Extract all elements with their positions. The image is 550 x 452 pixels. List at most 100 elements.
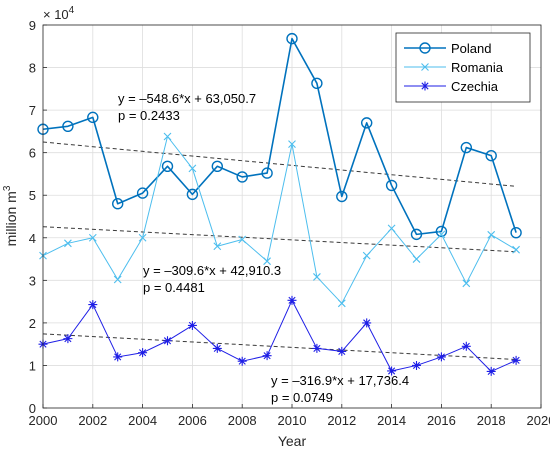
- data-point-romania: [512, 245, 520, 254]
- data-point-poland: [385, 179, 398, 192]
- data-point-poland: [485, 149, 497, 162]
- y-tick-label: 4: [29, 231, 36, 246]
- legend-marker-czechia: [420, 81, 430, 91]
- trendlines: [42, 141, 517, 360]
- data-point-poland: [62, 120, 74, 132]
- data-point-poland: [161, 160, 174, 172]
- x-tick-label: 2002: [78, 413, 107, 428]
- y-tick-label: 9: [29, 18, 36, 33]
- trend-p-value-romania: p = 0.4481: [143, 280, 205, 295]
- data-point-romania: [313, 273, 321, 281]
- trendline-czechia: [42, 333, 517, 360]
- data-point-czechia: [312, 343, 322, 353]
- data-point-czechia: [511, 355, 521, 365]
- y-tick-label: 3: [29, 273, 36, 288]
- x-tick-label: 2000: [29, 413, 58, 428]
- series-line-romania: [42, 135, 517, 304]
- data-point-czechia: [212, 343, 222, 353]
- trend-equation-romania: y = –309.6*x + 42,910.3: [143, 263, 281, 278]
- data-point-romania: [412, 255, 421, 263]
- data-point-romania: [188, 164, 197, 173]
- data-point-poland: [460, 141, 472, 154]
- x-tick-label: 2014: [377, 413, 406, 428]
- trend-annotation-romania: y = –309.6*x + 42,910.3 p = 0.4481: [143, 263, 281, 295]
- data-point-romania: [238, 235, 247, 244]
- legend-label-czechia: Czechia: [451, 79, 499, 94]
- data-point-romania: [337, 299, 346, 308]
- data-point-romania: [462, 279, 471, 288]
- data-point-romania: [387, 224, 396, 233]
- y-tick-label: 0: [29, 401, 36, 416]
- x-tick-label: 2004: [128, 413, 157, 428]
- series-line-czechia: [42, 299, 517, 372]
- data-point-romania: [213, 242, 222, 251]
- data-point-czechia: [387, 366, 397, 376]
- data-point-poland: [435, 225, 448, 238]
- data-point-czechia: [412, 360, 421, 370]
- y-exponent-label: × 104: [43, 5, 75, 22]
- legend: Poland Romania Czechia: [395, 32, 531, 103]
- y-tick-label: 5: [29, 188, 36, 203]
- legend-label-romania: Romania: [451, 60, 504, 75]
- y-axis-title: million m3: [2, 185, 19, 246]
- trendline-poland: [42, 141, 517, 187]
- data-point-romania: [263, 257, 271, 266]
- data-point-czechia: [237, 356, 247, 366]
- data-point-czechia: [113, 352, 123, 362]
- y-tick-label: 2: [29, 316, 36, 331]
- x-tick-label: 2010: [278, 413, 307, 428]
- data-point-poland: [261, 167, 273, 179]
- data-point-romania: [113, 275, 122, 284]
- data-point-poland: [336, 190, 348, 203]
- data-point-poland: [111, 198, 124, 210]
- trend-p-value-poland: p = 0.2433: [118, 108, 180, 123]
- data-point-czechia: [63, 334, 73, 344]
- data-point-poland: [311, 77, 323, 90]
- legend-marker-poland: [419, 42, 431, 54]
- series-czechia: [38, 295, 521, 376]
- y-tick-label: 7: [29, 103, 36, 118]
- x-tick-labels: 2000 2002 2004 2006 2008 2010 2012 2014 2016 2018…: [29, 413, 550, 428]
- y-tick-label: 8: [29, 61, 36, 76]
- trend-equation-czechia: y = –316.9*x + 17,736.4: [271, 373, 409, 388]
- data-point-czechia: [486, 366, 496, 376]
- data-point-romania: [88, 233, 97, 242]
- data-point-poland: [87, 111, 99, 124]
- data-point-czechia: [88, 300, 98, 310]
- x-tick-label: 2018: [477, 413, 506, 428]
- data-point-czechia: [187, 320, 197, 330]
- y-tick-label: 1: [29, 358, 36, 373]
- trendline-romania: [42, 226, 517, 253]
- series-romania: [39, 132, 520, 308]
- series-poland: [37, 32, 522, 241]
- data-point-romania: [138, 233, 147, 242]
- data-point-poland: [186, 188, 199, 201]
- y-tick-label: 6: [29, 146, 36, 161]
- data-point-czechia: [287, 295, 297, 305]
- legend-label-poland: Poland: [451, 41, 491, 56]
- plot-frame: [42, 24, 542, 409]
- data-point-poland: [510, 226, 522, 239]
- data-point-romania: [487, 230, 496, 239]
- data-point-czechia: [337, 346, 347, 356]
- data-point-romania: [163, 132, 172, 141]
- data-point-romania: [64, 239, 72, 248]
- series: [37, 32, 522, 376]
- x-axis-title: Year: [278, 433, 307, 449]
- data-point-romania: [437, 230, 446, 239]
- data-point-czechia: [362, 318, 372, 328]
- data-point-czechia: [138, 348, 148, 358]
- trend-equation-poland: y = –548.6*x + 63,050.7: [118, 91, 256, 106]
- data-point-czechia: [262, 351, 272, 361]
- legend-marker-romania: [421, 63, 429, 71]
- data-point-czechia: [461, 341, 471, 351]
- data-point-romania: [362, 251, 371, 260]
- data-point-poland: [136, 187, 149, 199]
- x-tick-label: 2012: [327, 413, 356, 428]
- data-point-poland: [361, 117, 373, 129]
- trend-annotation-czechia: y = –316.9*x + 17,736.4 p = 0.0749: [271, 373, 409, 405]
- y-tick-labels: 0 1 2 3 4 5 6 7 8 9: [29, 18, 36, 416]
- x-tick-label: 2006: [178, 413, 207, 428]
